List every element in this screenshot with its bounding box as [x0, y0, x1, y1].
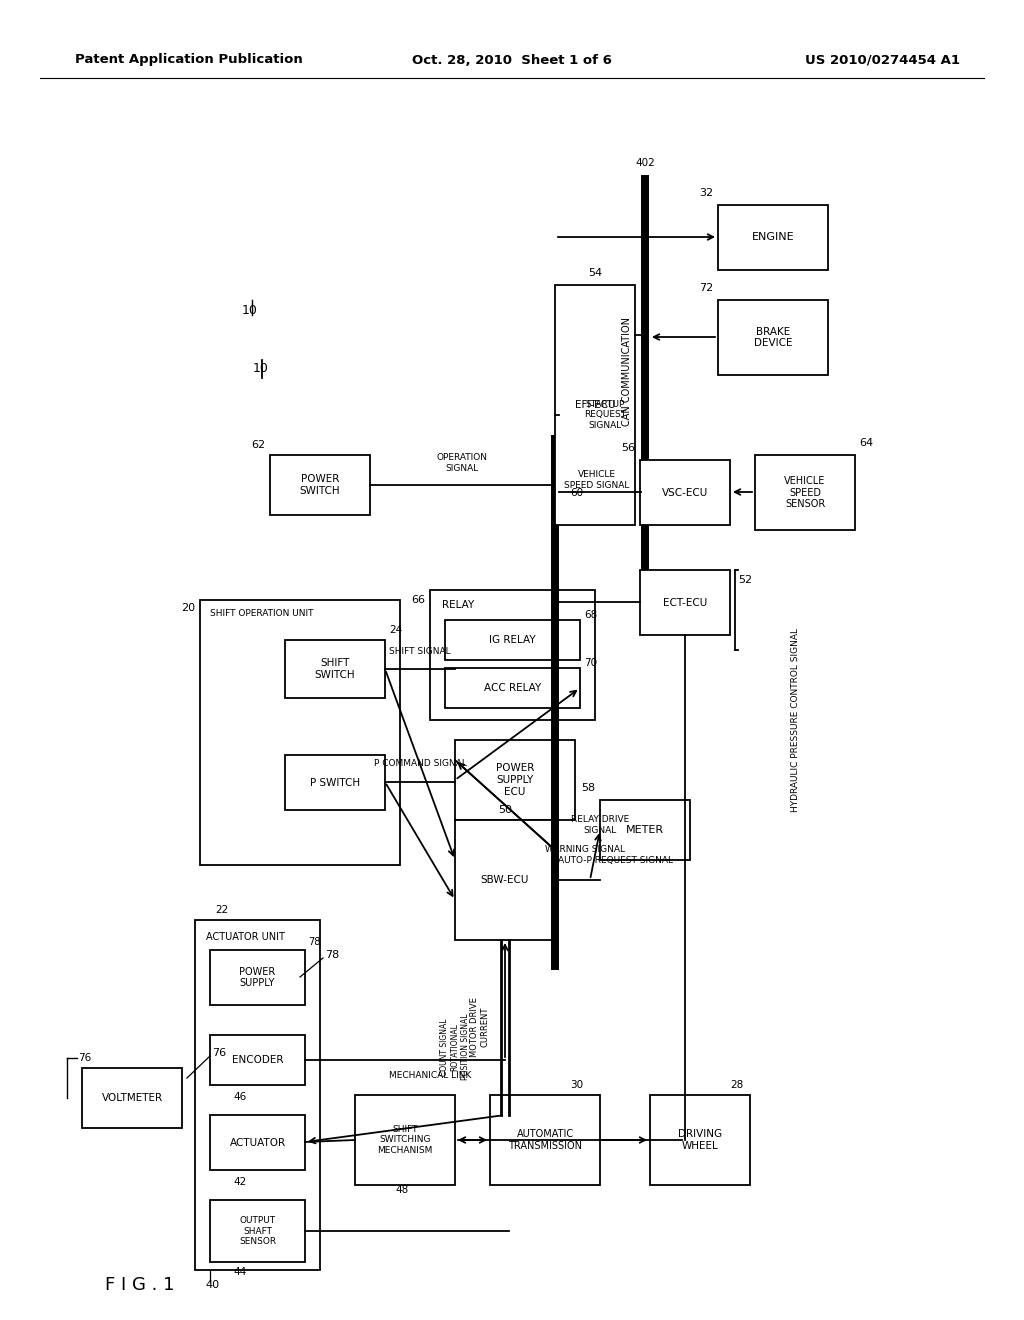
Text: SHIFT
SWITCHING
MECHANISM: SHIFT SWITCHING MECHANISM [377, 1125, 433, 1155]
Text: 10: 10 [253, 362, 269, 375]
Bar [718, 300, 828, 375]
Bar [455, 820, 555, 940]
Text: 78: 78 [308, 937, 321, 946]
Text: EFI-ECU: EFI-ECU [574, 400, 615, 411]
Text: 64: 64 [859, 438, 873, 447]
Text: POWER
SUPPLY: POWER SUPPLY [240, 966, 275, 989]
Bar [285, 755, 385, 810]
Text: BRAKE
DEVICE: BRAKE DEVICE [754, 327, 793, 348]
Bar [210, 1035, 305, 1085]
Text: 48: 48 [395, 1185, 409, 1195]
Bar [640, 570, 730, 635]
Text: 78: 78 [325, 950, 339, 960]
Text: ACC RELAY: ACC RELAY [484, 682, 541, 693]
Text: 56: 56 [621, 444, 635, 453]
Text: VSC-ECU: VSC-ECU [662, 487, 709, 498]
Text: 10: 10 [242, 304, 258, 317]
Text: 54: 54 [588, 268, 602, 279]
Bar [551, 436, 559, 970]
Text: OUTPUT
SHAFT
SENSOR: OUTPUT SHAFT SENSOR [239, 1216, 276, 1246]
Text: ACTUATOR: ACTUATOR [229, 1138, 286, 1147]
Bar [490, 1096, 600, 1185]
Text: VEHICLE
SPEED SIGNAL: VEHICLE SPEED SIGNAL [564, 470, 630, 490]
Text: 28: 28 [730, 1080, 743, 1090]
Text: US 2010/0274454 A1: US 2010/0274454 A1 [805, 54, 961, 66]
Text: ENGINE: ENGINE [752, 232, 795, 243]
Text: 70: 70 [584, 657, 597, 668]
Text: METER: METER [626, 825, 664, 836]
Text: 76: 76 [78, 1053, 91, 1063]
Bar [270, 455, 370, 515]
Bar [455, 741, 575, 820]
Bar [600, 800, 690, 861]
Text: SHIFT
SWITCH: SHIFT SWITCH [314, 659, 355, 680]
Text: AUTOMATIC
TRANSMISSION: AUTOMATIC TRANSMISSION [508, 1129, 582, 1151]
Text: 40: 40 [205, 1280, 219, 1290]
Text: CAN COMMUNICATION: CAN COMMUNICATION [622, 318, 632, 426]
Text: 44: 44 [233, 1267, 247, 1276]
Text: 46: 46 [233, 1092, 247, 1102]
Text: RELAY: RELAY [442, 601, 474, 610]
Text: 66: 66 [411, 595, 425, 605]
Text: 72: 72 [698, 282, 713, 293]
Bar [755, 455, 855, 531]
Text: VEHICLE
SPEED
SENSOR: VEHICLE SPEED SENSOR [784, 477, 825, 510]
Text: 50: 50 [498, 805, 512, 814]
Text: DRIVING
WHEEL: DRIVING WHEEL [678, 1129, 722, 1151]
Bar [555, 285, 635, 525]
Bar [210, 1200, 305, 1262]
Bar [210, 1115, 305, 1170]
Text: 42: 42 [233, 1177, 247, 1187]
Text: AUTO-P REQUEST SIGNAL: AUTO-P REQUEST SIGNAL [557, 855, 673, 865]
Text: COUNT SIGNAL
ROTATIONAL
POSITION SIGNAL: COUNT SIGNAL ROTATIONAL POSITION SIGNAL [440, 1014, 470, 1080]
Text: F I G . 1: F I G . 1 [105, 1276, 174, 1294]
Text: VOLTMETER: VOLTMETER [101, 1093, 163, 1104]
Bar [200, 601, 400, 865]
Text: MECHANICAL LINK: MECHANICAL LINK [389, 1071, 471, 1080]
Bar [718, 205, 828, 271]
Bar [641, 176, 649, 570]
Text: 60: 60 [570, 488, 583, 498]
Text: 68: 68 [584, 610, 597, 620]
Bar [445, 668, 580, 708]
Text: 24: 24 [389, 624, 402, 635]
Text: MOTOR DRIVE
CURRENT: MOTOR DRIVE CURRENT [470, 997, 489, 1057]
Text: RELAY DRIVE
SIGNAL: RELAY DRIVE SIGNAL [570, 816, 629, 834]
Text: POWER
SUPPLY
ECU: POWER SUPPLY ECU [496, 763, 535, 796]
Bar [640, 459, 730, 525]
Text: 62: 62 [251, 440, 265, 450]
Text: 52: 52 [738, 576, 752, 585]
Bar [430, 590, 595, 719]
Text: 402: 402 [635, 158, 655, 168]
Text: 58: 58 [581, 783, 595, 793]
Bar [650, 1096, 750, 1185]
Bar [82, 1068, 182, 1129]
Text: IG RELAY: IG RELAY [489, 635, 536, 645]
Text: STARTUP
REQUEST
SIGNAL: STARTUP REQUEST SIGNAL [584, 400, 626, 430]
Text: Oct. 28, 2010  Sheet 1 of 6: Oct. 28, 2010 Sheet 1 of 6 [412, 54, 612, 66]
Text: SBW-ECU: SBW-ECU [481, 875, 529, 884]
Text: POWER
SWITCH: POWER SWITCH [300, 474, 340, 496]
Text: ACTUATOR UNIT: ACTUATOR UNIT [206, 932, 285, 942]
Bar [195, 920, 319, 1270]
Text: 76: 76 [212, 1048, 226, 1059]
Text: P COMMAND SIGNAL: P COMMAND SIGNAL [374, 759, 467, 768]
Text: OPERATION
SIGNAL: OPERATION SIGNAL [436, 453, 487, 473]
Text: 20: 20 [181, 603, 195, 612]
Text: ENCODER: ENCODER [231, 1055, 284, 1065]
Text: 30: 30 [570, 1080, 583, 1090]
Text: SHIFT SIGNAL: SHIFT SIGNAL [389, 647, 451, 656]
Text: Patent Application Publication: Patent Application Publication [75, 54, 303, 66]
Text: SHIFT OPERATION UNIT: SHIFT OPERATION UNIT [210, 610, 313, 619]
Text: 32: 32 [698, 187, 713, 198]
Text: HYDRAULIC PRESSURE CONTROL SIGNAL: HYDRAULIC PRESSURE CONTROL SIGNAL [791, 628, 800, 812]
Bar [355, 1096, 455, 1185]
Text: ECT-ECU: ECT-ECU [663, 598, 708, 607]
Text: 22: 22 [215, 906, 228, 915]
Bar [445, 620, 580, 660]
Text: P SWITCH: P SWITCH [310, 777, 360, 788]
Bar [285, 640, 385, 698]
Text: WARNING SIGNAL: WARNING SIGNAL [545, 846, 625, 854]
Bar [210, 950, 305, 1005]
